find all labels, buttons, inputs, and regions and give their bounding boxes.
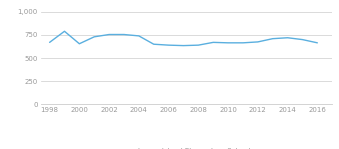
Legend: Lowes Island Elementary School: Lowes Island Elementary School <box>120 146 253 149</box>
